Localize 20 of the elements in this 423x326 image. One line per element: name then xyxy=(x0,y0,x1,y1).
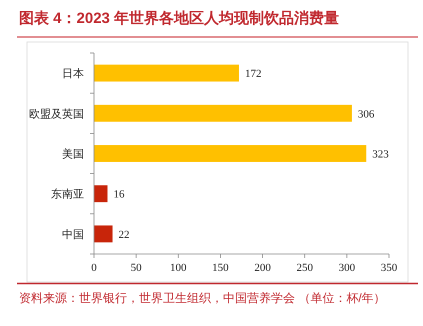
text: 资料来源：世界银行，世界卫生组织，中国营养学会 （单位：杯/年） xyxy=(19,291,386,305)
y-tick-label: 欧盟及英国 xyxy=(29,107,84,120)
x-tick-label: 300 xyxy=(338,262,356,274)
x-tick-label: 150 xyxy=(212,262,230,274)
x-tick-label: 200 xyxy=(254,262,272,274)
data-label: 16 xyxy=(113,188,125,201)
y-tick-label: 日本 xyxy=(62,67,84,80)
title: 图表 4：2023 年世界各地区人均现制饮品消费量 xyxy=(19,10,340,27)
x-tick-label: 100 xyxy=(170,262,188,274)
data-label: 22 xyxy=(118,228,130,241)
x-tick-label: 250 xyxy=(296,262,314,274)
x-tick-label: 0 xyxy=(91,262,98,274)
data-label: 172 xyxy=(244,68,262,80)
x-tick-label: 50 xyxy=(130,262,142,274)
y-tick-label: 美国 xyxy=(62,148,84,160)
data-label: 306 xyxy=(358,108,375,120)
x-tick-label: 350 xyxy=(380,262,398,274)
y-tick-label: 中国 xyxy=(62,228,84,241)
data-label: 323 xyxy=(372,148,390,160)
y-tick-label: 东南亚 xyxy=(51,188,84,201)
